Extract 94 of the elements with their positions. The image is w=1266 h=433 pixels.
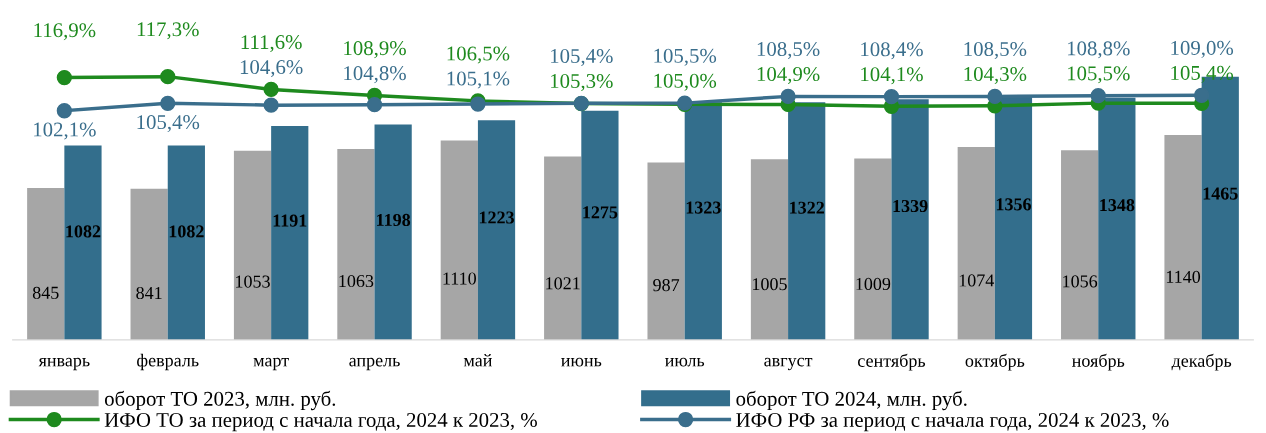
point (780, 88, 796, 105)
point (56, 103, 72, 119)
data-label: 1223 (479, 211, 514, 224)
x-tick-label: февраль (137, 353, 199, 371)
bar (854, 158, 892, 340)
data-label: 1140 (1166, 270, 1201, 283)
data-label: 1322 (790, 201, 824, 214)
bar (1164, 135, 1202, 340)
point (160, 95, 176, 111)
data-label: 1082 (169, 225, 204, 238)
bar (233, 150, 272, 340)
point (366, 97, 383, 113)
bar (788, 102, 826, 340)
data-label: 105,3% (551, 73, 613, 91)
bar (130, 188, 168, 340)
point (263, 81, 279, 98)
x-tick-label: январь (38, 357, 90, 371)
data-label: 108,5% (964, 41, 1027, 60)
bar (477, 120, 516, 340)
data-label: 1465 (1203, 187, 1238, 200)
bar (1061, 150, 1099, 340)
bar (647, 162, 685, 340)
x-tick-label: август (764, 357, 813, 371)
data-label: 111,6% (241, 35, 302, 53)
data-label: 1191 (273, 214, 307, 227)
data-label: 1339 (893, 199, 928, 213)
legend-label: ИФО РФ за период с начала года, 2024 к 2023, % (736, 412, 1169, 432)
data-label: 104,8% (344, 66, 406, 84)
data-label: 1005 (753, 278, 787, 291)
data-label: 841 (136, 286, 162, 300)
bar (271, 125, 309, 340)
data-label: 105,4% (137, 115, 200, 133)
data-label: 1056 (1063, 275, 1098, 288)
data-label: 845 (32, 286, 59, 299)
data-label: 108,9% (344, 41, 406, 59)
x-tick-label: май (463, 353, 492, 367)
point (883, 88, 900, 105)
bar (440, 140, 478, 340)
data-label: 105,5% (1067, 66, 1130, 84)
legend-label: оборот ТО 2023, млн. руб. (104, 390, 336, 411)
data-label: 1082 (66, 225, 101, 238)
point (160, 69, 176, 85)
legend-label: оборот ТО 2024, млн. руб. (736, 390, 967, 411)
point (56, 69, 72, 86)
point (263, 97, 279, 113)
data-label: 1275 (583, 206, 618, 219)
data-label: 106,5% (447, 46, 510, 64)
point (1090, 88, 1106, 104)
data-label: 1323 (686, 201, 721, 214)
bar (337, 148, 375, 340)
data-label: 105,5% (654, 48, 717, 66)
data-label: 102,1% (34, 122, 96, 140)
data-label: 1074 (959, 274, 995, 287)
x-tick-label: март (253, 357, 289, 371)
x-tick-label: декабрь (1171, 353, 1232, 371)
bar (27, 188, 65, 340)
data-label: 109,0% (1171, 40, 1234, 58)
data-label: 104,3% (964, 66, 1027, 85)
data-label: 1110 (443, 272, 476, 285)
point (1194, 87, 1210, 103)
legend-label: ИФО ТО за период с начала года, 2024 к 2023, % (104, 412, 537, 432)
bar (957, 146, 995, 340)
data-label: 987 (653, 279, 680, 292)
x-tick-label: июль (665, 357, 705, 367)
data-label: 104,9% (757, 66, 820, 85)
data-label: 116,9% (34, 23, 96, 41)
data-label: 1021 (546, 277, 580, 290)
bar (167, 145, 205, 340)
x-tick-label: апрель (349, 357, 400, 371)
data-label: 105,0% (654, 73, 717, 91)
data-label: 1198 (377, 213, 411, 227)
data-label: 1009 (856, 277, 891, 291)
bar (544, 156, 582, 340)
data-label: 1063 (339, 274, 374, 288)
data-label: 1356 (996, 198, 1031, 211)
data-label: 108,8% (1067, 41, 1130, 59)
data-label: 1348 (1100, 199, 1135, 212)
point (987, 88, 1003, 105)
bar (750, 159, 789, 340)
data-label: 104,6% (240, 60, 303, 78)
data-label: 117,3% (137, 22, 199, 40)
x-tick-label: октябрь (965, 353, 1025, 371)
x-tick-label: сентябрь (858, 353, 926, 371)
data-label: 105,1% (447, 71, 510, 89)
data-label: 108,4% (861, 42, 923, 60)
data-label: 105,4% (551, 48, 613, 66)
bar (374, 124, 412, 340)
data-label: 108,5% (757, 41, 820, 60)
x-tick-label: ноябрь (1072, 353, 1125, 371)
data-label: 1053 (236, 275, 270, 288)
x-tick-label: июнь (561, 357, 602, 367)
data-label: 104,1% (861, 67, 923, 85)
bar (64, 145, 102, 340)
data-label: 105,4% (1171, 65, 1234, 83)
